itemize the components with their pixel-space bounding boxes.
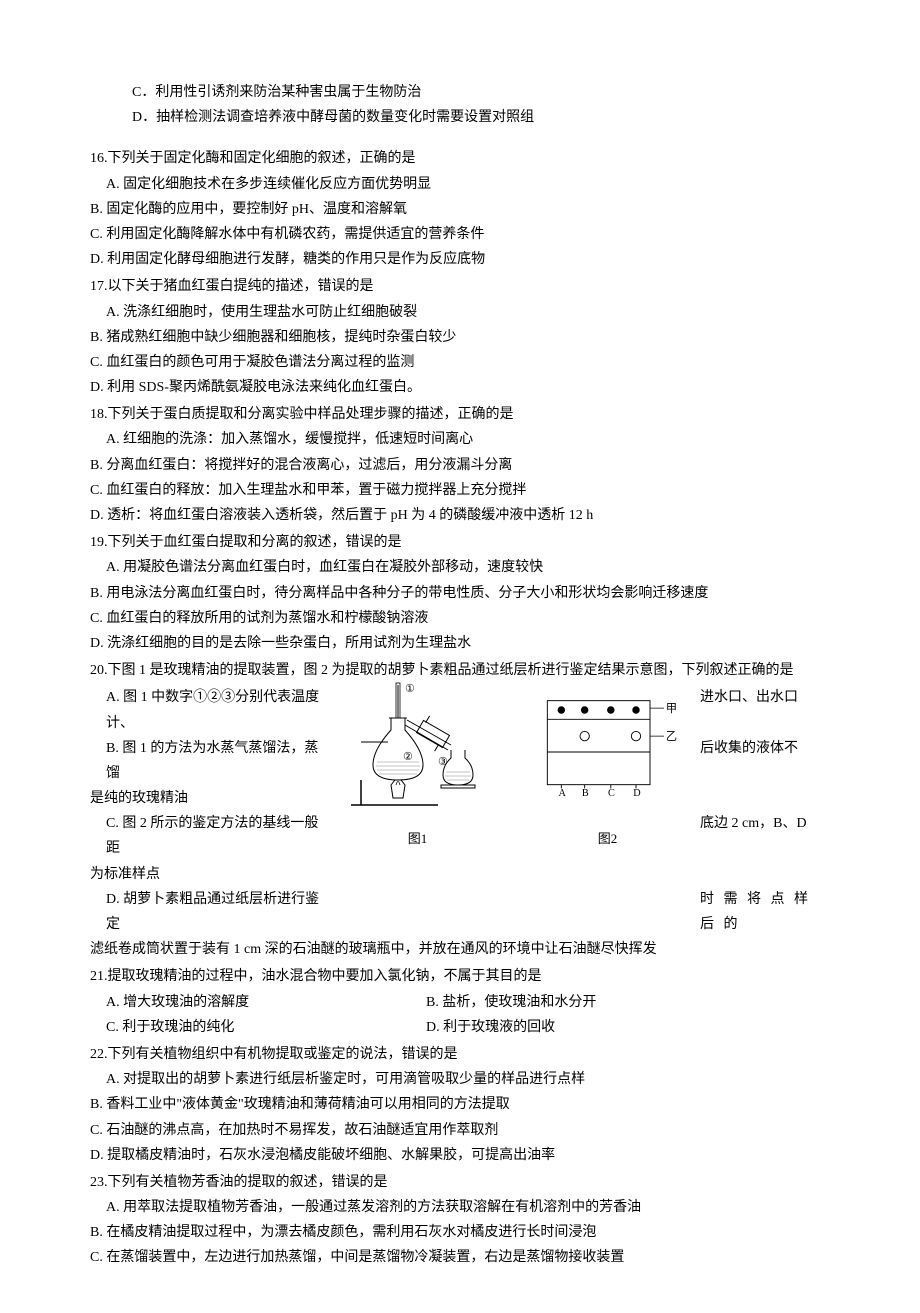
q22-option-c: C. 石油醚的沸点高，在加热时不易挥发，故石油醚适宜用作萃取剂 <box>90 1118 830 1143</box>
q17-option-c: C. 血红蛋白的颜色可用于凝胶色谱法分离过程的监测 <box>90 350 830 375</box>
svg-text:甲: 甲 <box>665 703 676 715</box>
q21-stem: 21.提取玫瑰精油的过程中，油水混合物中要加入氯化钠，不属于其目的是 <box>90 964 830 989</box>
q19-option-a: A. 用凝胶色谱法分离血红蛋白时，血红蛋白在凝胶外部移动，速度较快 <box>90 555 830 580</box>
q22-option-b: B. 香料工业中"液体黄金"玫瑰精油和薄荷精油可以用相同的方法提取 <box>90 1092 830 1117</box>
q16-option-a: A. 固定化细胞技术在多步连续催化反应方面优势明显 <box>90 172 830 197</box>
q20-option-d-left: D. 胡萝卜素粗品通过纸层析进行鉴定 <box>90 887 320 937</box>
q20-option-d-cont: 滤纸卷成筒状置于装有 1 cm 深的石油醚的玻璃瓶中，并放在通风的环境中让石油醚… <box>90 937 830 962</box>
q20-option-c-left: C. 图 2 所示的鉴定方法的基线一般距 <box>90 811 320 861</box>
svg-text:③: ③ <box>438 756 448 768</box>
fig2-label: 图2 <box>538 827 678 850</box>
q21-option-c: C. 利于玫瑰油的纯化 <box>106 1015 426 1040</box>
q18-option-d: D. 透析：将血红蛋白溶液装入透析袋，然后置于 pH 为 4 的磷酸缓冲液中透析… <box>90 503 830 528</box>
q16-option-c: C. 利用固定化酶降解水体中有机磷农药，需提供适宜的营养条件 <box>90 222 830 247</box>
fig1-label: 图1 <box>343 827 493 850</box>
q20-option-b-left: B. 图 1 的方法为水蒸气蒸馏法，蒸馏 <box>90 736 320 786</box>
q18-stem: 18.下列关于蛋白质提取和分离实验中样品处理步骤的描述，正确的是 <box>90 402 830 427</box>
q19-stem: 19.下列关于血红蛋白提取和分离的叙述，错误的是 <box>90 530 830 555</box>
q20-option-b-right: 后收集的液体不 <box>700 736 830 786</box>
q16-option-b: B. 固定化酶的应用中，要控制好 pH、温度和溶解氧 <box>90 197 830 222</box>
svg-text:乙: 乙 <box>665 730 676 743</box>
q21-option-d: D. 利于玫瑰液的回收 <box>426 1015 830 1040</box>
svg-text:D: D <box>633 788 640 799</box>
q22-option-a: A. 对提取出的胡萝卜素进行纸层析鉴定时，可用滴管吸取少量的样品进行点样 <box>90 1067 830 1092</box>
svg-text:A: A <box>558 788 566 799</box>
q17-option-d: D. 利用 SDS-聚丙烯酰氨凝胶电泳法来纯化血红蛋白。 <box>90 375 830 400</box>
q20-option-c-cont: 为标准样点 <box>90 862 830 887</box>
q23-stem: 23.下列有关植物芳香油的提取的叙述，错误的是 <box>90 1170 830 1195</box>
q21-option-b: B. 盐析，使玫瑰油和水分开 <box>426 990 830 1015</box>
q19-option-d: D. 洗涤红细胞的目的是去除一些杂蛋白，所用试剂为生理盐水 <box>90 631 830 656</box>
svg-text:①: ① <box>405 683 415 695</box>
q17-stem: 17.以下关于猪血红蛋白提纯的描述，错误的是 <box>90 274 830 299</box>
figure-2: 甲 乙 A B C D 图2 <box>538 675 678 850</box>
q21-option-a: A. 增大玫瑰油的溶解度 <box>106 990 426 1015</box>
q16-option-d: D. 利用固定化酵母细胞进行发酵，糖类的作用只是作为反应底物 <box>90 247 830 272</box>
q20-option-a-right: 进水口、出水口 <box>700 685 830 735</box>
q18-option-c: C. 血红蛋白的释放：加入生理盐水和甲苯，置于磁力搅拌器上充分搅拌 <box>90 478 830 503</box>
q23-option-b: B. 在橘皮精油提取过程中，为漂去橘皮颜色，需利用石灰水对橘皮进行长时间浸泡 <box>90 1220 830 1245</box>
q20-option-c-right: 底边 2 cm，B、D <box>700 811 830 861</box>
q17-option-b: B. 猪成熟红细胞中缺少细胞器和细胞核，提纯时杂蛋白较少 <box>90 325 830 350</box>
q17-option-a: A. 洗涤红细胞时，使用生理盐水可防止红细胞破裂 <box>90 300 830 325</box>
q23-option-a: A. 用萃取法提取植物芳香油，一般通过蒸发溶剂的方法获取溶解在有机溶剂中的芳香油 <box>90 1195 830 1220</box>
svg-text:C: C <box>608 788 615 799</box>
q18-option-a: A. 红细胞的洗涤：加入蒸馏水，缓慢搅拌，低速短时间离心 <box>90 427 830 452</box>
q19-option-c: C. 血红蛋白的释放所用的试剂为蒸馏水和柠檬酸钠溶液 <box>90 606 830 631</box>
q15-option-c: C．利用性引诱剂来防治某种害虫属于生物防治 <box>90 80 830 105</box>
q19-option-b: B. 用电泳法分离血红蛋白时，待分离样品中各种分子的带电性质、分子大小和形状均会… <box>90 581 830 606</box>
q23-option-c: C. 在蒸馏装置中，左边进行加热蒸馏，中间是蒸馏物冷凝装置，右边是蒸馏物接收装置 <box>90 1245 830 1270</box>
q15-option-d: D．抽样检测法调查培养液中酵母菌的数量变化时需要设置对照组 <box>90 105 830 130</box>
svg-text:B: B <box>581 788 588 799</box>
q20-option-d-right: 时 需 将 点 样 后 的 <box>700 887 830 937</box>
q22-option-d: D. 提取橘皮精油时，石灰水浸泡橘皮能破坏细胞、水解果胶，可提高出油率 <box>90 1143 830 1168</box>
q18-option-b: B. 分离血红蛋白：将搅拌好的混合液离心，过滤后，用分液漏斗分离 <box>90 453 830 478</box>
svg-text:②: ② <box>403 751 413 763</box>
q20-option-a-left: A. 图 1 中数字①②③分别代表温度计、 <box>90 685 320 735</box>
q16-stem: 16.下列关于固定化酶和固定化细胞的叙述，正确的是 <box>90 146 830 171</box>
figure-1: ① <box>343 675 493 850</box>
q22-stem: 22.下列有关植物组织中有机物提取或鉴定的说法，错误的是 <box>90 1042 830 1067</box>
